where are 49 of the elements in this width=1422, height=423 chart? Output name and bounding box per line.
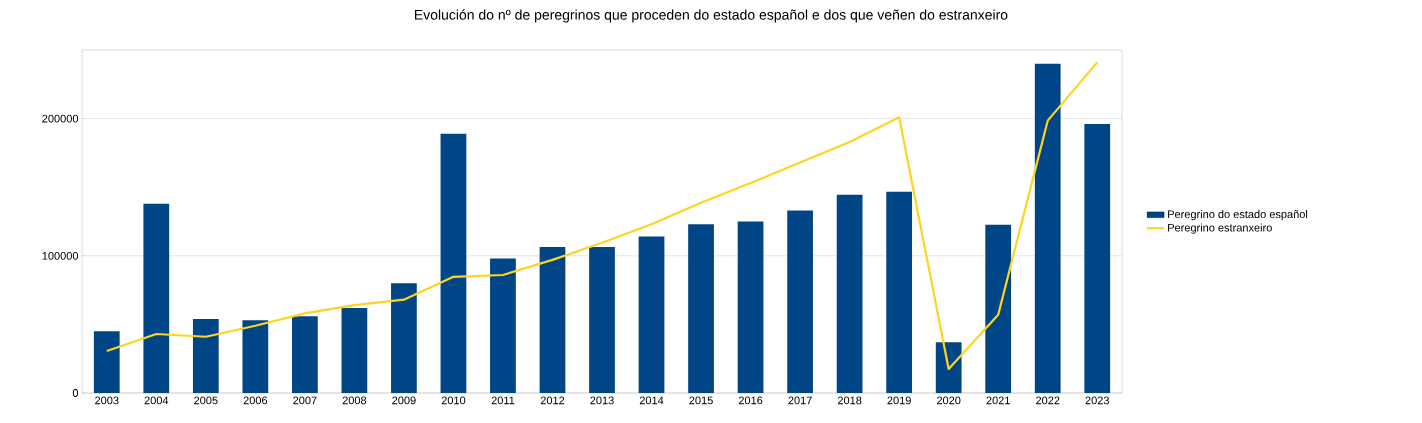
x-tick-label: 2014 — [639, 396, 664, 405]
x-tick-label: 2011 — [491, 396, 515, 405]
x-tick-label: 2005 — [194, 396, 218, 405]
x-tick-label: 2008 — [342, 396, 367, 405]
x-tick-label: 2007 — [293, 396, 317, 405]
bar — [737, 221, 764, 393]
x-tick-label: 2021 — [986, 396, 1010, 405]
bar — [93, 331, 120, 393]
bar — [1034, 63, 1061, 393]
bar — [935, 342, 962, 393]
bar — [440, 133, 467, 393]
bar — [638, 236, 665, 393]
x-tick-label: 2010 — [441, 396, 466, 405]
legend-label: Peregrino do estado español — [1168, 210, 1308, 221]
y-tick-label: 100000 — [42, 251, 79, 260]
legend-label: Peregrino estranxeiro — [1168, 223, 1272, 234]
y-tick-label: 0 — [72, 389, 79, 397]
x-tick-label: 2009 — [392, 396, 416, 405]
x-tick-label: 2003 — [95, 396, 119, 405]
x-tick-label: 2015 — [689, 396, 713, 405]
x-tick-label: 2013 — [590, 396, 614, 405]
y-tick-label: 200000 — [42, 114, 79, 123]
bar — [1084, 124, 1111, 393]
bar — [886, 191, 913, 393]
bar — [836, 194, 863, 393]
x-tick-label: 2018 — [837, 396, 862, 405]
bar — [341, 307, 368, 393]
bar — [787, 210, 813, 393]
bar — [490, 258, 516, 393]
bar — [242, 320, 269, 393]
line-series — [105, 61, 1099, 371]
bar — [589, 246, 615, 393]
x-tick-label: 2006 — [243, 396, 268, 405]
bar — [291, 316, 318, 393]
x-tick-label: 2012 — [540, 396, 565, 405]
x-tick-label: 2004 — [144, 396, 169, 405]
x-tick-label: 2020 — [936, 396, 961, 405]
bar — [192, 318, 219, 393]
x-tick-label: 2023 — [1085, 396, 1109, 405]
x-tick-label: 2022 — [1036, 396, 1060, 405]
bar — [539, 246, 566, 393]
bar — [391, 283, 417, 393]
chart-title: Evolución do nº de peregrinos que proceden do estado español e dos que veñen do estranxeiro — [415, 9, 1008, 23]
bar — [985, 224, 1012, 393]
x-tick-label: 2019 — [887, 396, 911, 405]
bar — [688, 224, 714, 393]
x-tick-label: 2017 — [788, 396, 812, 405]
x-tick-label: 2016 — [738, 396, 763, 405]
bar — [143, 203, 170, 393]
